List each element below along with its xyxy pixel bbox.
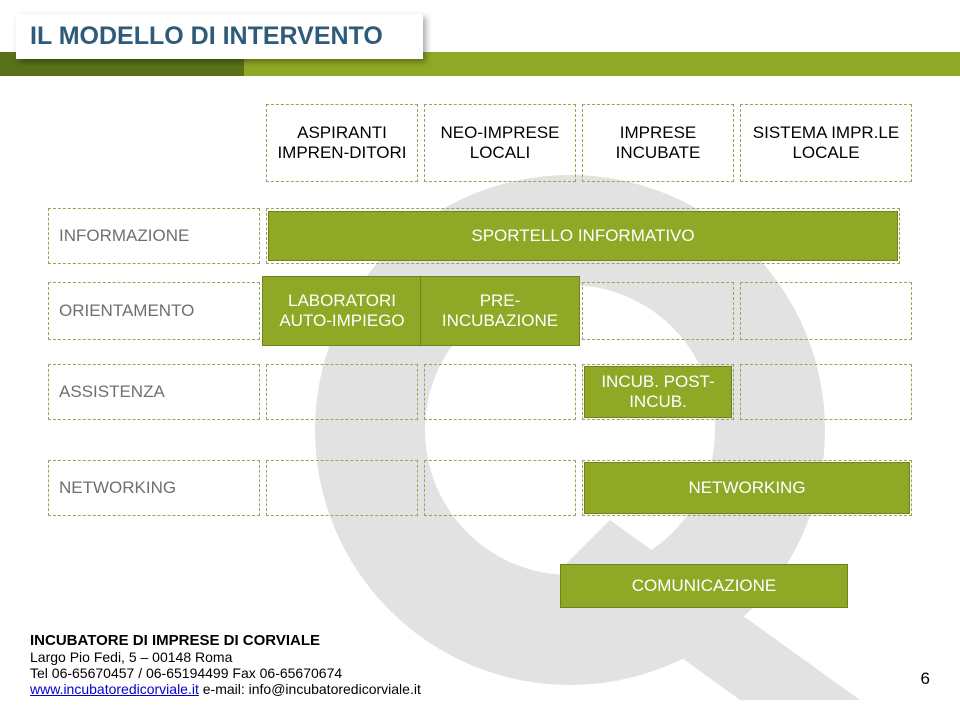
box-sportello: SPORTELLO INFORMATIVO <box>268 211 898 261</box>
col-header-1: NEO-IMPRESE LOCALI <box>424 104 576 182</box>
col-header-2: IMPRESE INCUBATE <box>582 104 734 182</box>
box-networking: NETWORKING <box>584 462 910 514</box>
cell-r3-c1 <box>266 460 418 516</box>
header-spacer <box>48 104 260 182</box>
grid-row-3: NETWORKING NETWORKING <box>48 460 918 516</box>
page-number: 6 <box>921 669 930 689</box>
cell-r2-c2 <box>424 364 576 420</box>
grid-row-1: ORIENTAMENTO LABORATORI AUTO-IMPIEGO PRE… <box>48 282 918 340</box>
grid-header-row: ASPIRANTI IMPREN-DITORI NEO-IMPRESE LOCA… <box>48 104 918 182</box>
box-incub: INCUB. POST-INCUB. <box>584 366 732 418</box>
footer-web-line: www.incubatoredicorviale.it e-mail: info… <box>30 681 930 697</box>
footer-phone: Tel 06-65670457 / 06-65194499 Fax 06-656… <box>30 665 930 681</box>
col-header-3: SISTEMA IMPR.LE LOCALE <box>740 104 912 182</box>
footer-address: Largo Pio Fedi, 5 – 00148 Roma <box>30 649 930 665</box>
grid-row-2: ASSISTENZA INCUB. POST-INCUB. <box>48 364 918 420</box>
grid-row-0: INFORMAZIONE SPORTELLO INFORMATIVO <box>48 208 918 264</box>
footer-title: INCUBATORE DI IMPRESE DI CORVIALE <box>30 632 930 649</box>
cell-r1-c3 <box>582 282 734 340</box>
cell-r2-c4 <box>740 364 912 420</box>
box-comunicazione: COMUNICAZIONE <box>560 564 848 608</box>
box-preincubazione: PRE-INCUBAZIONE <box>420 276 580 346</box>
slide-title: IL MODELLO DI INTERVENTO <box>16 14 423 59</box>
row-label-0: INFORMAZIONE <box>48 208 260 264</box>
row-label-2: ASSISTENZA <box>48 364 260 420</box>
cell-r1-c4 <box>740 282 912 340</box>
row-label-3: NETWORKING <box>48 460 260 516</box>
box-laboratori: LABORATORI AUTO-IMPIEGO <box>262 276 422 346</box>
footer-email-tail: e-mail: info@incubatoredicorviale.it <box>199 681 421 697</box>
footer-block: INCUBATORE DI IMPRESE DI CORVIALE Largo … <box>30 632 930 697</box>
footer-link[interactable]: www.incubatoredicorviale.it <box>30 681 199 697</box>
model-grid: ASPIRANTI IMPREN-DITORI NEO-IMPRESE LOCA… <box>48 104 918 534</box>
row-label-1: ORIENTAMENTO <box>48 282 260 340</box>
col-header-0: ASPIRANTI IMPREN-DITORI <box>266 104 418 182</box>
cell-r2-c1 <box>266 364 418 420</box>
cell-r3-c2 <box>424 460 576 516</box>
